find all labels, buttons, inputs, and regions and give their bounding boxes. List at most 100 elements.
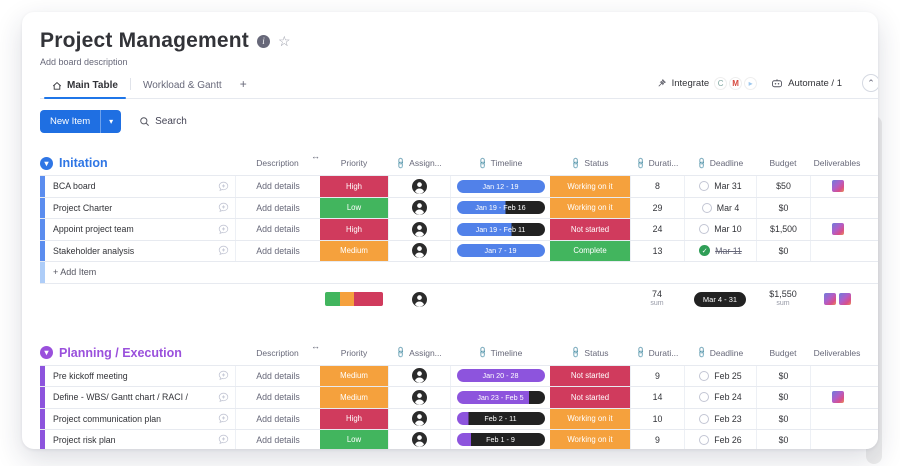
timeline-cell[interactable]: Feb 1 - 9 xyxy=(450,430,550,449)
assignee-cell[interactable] xyxy=(388,240,450,261)
timeline-cell[interactable]: Jan 23 - Feb 5 xyxy=(450,387,550,408)
priority-cell[interactable]: Low xyxy=(320,430,388,449)
duration-cell[interactable]: 9 xyxy=(630,430,684,449)
column-deliverables[interactable]: Deliverables xyxy=(813,347,861,358)
status-cell[interactable]: Not started xyxy=(550,387,630,408)
assignee-cell[interactable] xyxy=(388,197,450,218)
table-row[interactable]: Project communication plan Add details H… xyxy=(40,407,878,429)
deliverables-cell[interactable] xyxy=(810,408,864,429)
column-deadline[interactable]: 🔗 Deadline xyxy=(695,345,744,360)
table-row[interactable]: Project risk plan Add details Low Feb 1 … xyxy=(40,429,878,449)
tab-main-table[interactable]: Main Table xyxy=(40,80,130,99)
duration-cell[interactable]: 29 xyxy=(630,197,684,218)
file-thumbnail[interactable] xyxy=(831,391,844,404)
duration-sum[interactable]: 74 sum xyxy=(650,289,664,308)
deliverables-cell[interactable] xyxy=(810,365,864,386)
new-item-button[interactable]: New Item ▾ xyxy=(40,109,122,133)
column-assignee[interactable]: 🔗 Assign... xyxy=(394,156,442,170)
timeline-pill[interactable]: Jan 20 - 28 xyxy=(456,369,545,383)
description-cell[interactable]: Add details xyxy=(235,219,320,240)
deliverables-cell[interactable] xyxy=(810,430,864,449)
deadline-check-circle[interactable] xyxy=(699,413,710,424)
budget-cell[interactable]: $50 xyxy=(756,176,810,197)
table-row[interactable]: Define - WBS/ Gantt chart / RACI / Add d… xyxy=(40,386,878,408)
file-thumbnail[interactable] xyxy=(838,293,851,305)
integrate-button[interactable]: Integrate C M ▸ xyxy=(656,76,758,90)
assignee-cell[interactable] xyxy=(388,387,450,408)
budget-cell[interactable]: $0 xyxy=(756,197,810,218)
add-update-icon[interactable] xyxy=(218,370,229,381)
deadline-cell[interactable]: Feb 24 xyxy=(684,387,756,408)
table-row[interactable]: Stakeholder analysis Add details Medium … xyxy=(40,239,878,261)
deadline-cell[interactable]: ✓ Mar 11 xyxy=(684,240,756,261)
deadline-check-circle[interactable] xyxy=(699,224,710,235)
item-name[interactable]: Stakeholder analysis xyxy=(53,245,135,256)
deliverables-cell[interactable] xyxy=(810,219,864,240)
add-update-icon[interactable] xyxy=(218,181,229,192)
assignee-cell[interactable] xyxy=(388,219,450,240)
automate-button[interactable]: Automate / 1 xyxy=(771,78,842,89)
column-status[interactable]: 🔗 Status xyxy=(569,345,609,360)
duration-cell[interactable]: 24 xyxy=(630,219,684,240)
description-cell[interactable]: Add details xyxy=(235,430,320,449)
column-assignee[interactable]: 🔗 Assign... xyxy=(394,345,442,360)
column-budget[interactable]: Budget xyxy=(769,347,797,358)
file-thumbnail[interactable] xyxy=(823,293,836,305)
deadline-check-circle[interactable] xyxy=(701,202,712,213)
deliverables-cell[interactable] xyxy=(810,240,864,261)
item-name[interactable]: Appoint project team xyxy=(53,224,134,235)
column-duration[interactable]: 🔗 Durati... xyxy=(633,156,679,170)
column-duration[interactable]: 🔗 Durati... xyxy=(633,345,679,360)
collapse-group-icon[interactable]: ▾ xyxy=(40,346,53,359)
deadline-cell[interactable]: Feb 25 xyxy=(684,365,756,386)
timeline-pill[interactable]: Jan 12 - 19 xyxy=(456,179,545,193)
priority-cell[interactable]: High xyxy=(320,219,388,240)
status-cell[interactable]: Working on it xyxy=(550,176,630,197)
status-cell[interactable]: Working on it xyxy=(550,197,630,218)
budget-cell[interactable]: $0 xyxy=(756,240,810,261)
timeline-pill[interactable]: Jan 23 - Feb 5 xyxy=(456,390,545,404)
column-priority[interactable]: Priority xyxy=(340,347,368,358)
deliverables-cell[interactable] xyxy=(810,176,864,197)
add-update-icon[interactable] xyxy=(218,245,229,256)
priority-cell[interactable]: Medium xyxy=(320,240,388,261)
deadline-done-icon[interactable]: ✓ xyxy=(699,245,711,257)
deliverables-summary[interactable] xyxy=(810,284,864,315)
timeline-pill[interactable]: Jan 7 - 19 xyxy=(456,244,545,258)
priority-summary-cell[interactable] xyxy=(320,284,388,315)
priority-cell[interactable]: High xyxy=(320,408,388,429)
description-cell[interactable]: Add details xyxy=(235,408,320,429)
deadline-cell[interactable]: Feb 23 xyxy=(684,408,756,429)
deadline-check-circle[interactable] xyxy=(699,370,710,381)
board-description[interactable]: Add board description xyxy=(40,57,128,67)
item-name[interactable]: Project Charter xyxy=(53,202,113,213)
file-thumbnail[interactable] xyxy=(831,180,844,193)
deadline-cell[interactable]: Mar 31 xyxy=(684,176,756,197)
status-cell[interactable]: Working on it xyxy=(550,408,630,429)
item-name[interactable]: Pre kickoff meeting xyxy=(53,370,128,381)
budget-cell[interactable]: $0 xyxy=(756,430,810,449)
duration-cell[interactable]: 8 xyxy=(630,176,684,197)
deadline-cell[interactable]: Mar 10 xyxy=(684,219,756,240)
column-description[interactable]: Description xyxy=(256,158,299,168)
group-title[interactable]: ▾ Planning / Execution xyxy=(40,346,235,360)
status-cell[interactable]: Working on it xyxy=(550,430,630,449)
add-update-icon[interactable] xyxy=(218,224,229,235)
budget-cell[interactable]: $1,500 xyxy=(756,219,810,240)
search-input[interactable]: Search xyxy=(139,116,187,127)
add-update-icon[interactable] xyxy=(218,434,229,445)
item-name[interactable]: Project risk plan xyxy=(53,434,116,445)
add-item-button[interactable]: + Add Item xyxy=(53,267,97,278)
budget-sum[interactable]: $1,550 sum xyxy=(769,289,797,308)
timeline-cell[interactable]: Jan 12 - 19 xyxy=(450,176,550,197)
description-cell[interactable]: Add details xyxy=(235,197,320,218)
item-name[interactable]: Define - WBS/ Gantt chart / RACI / xyxy=(53,392,188,403)
column-description[interactable]: Description xyxy=(256,347,299,358)
add-update-icon[interactable] xyxy=(218,413,229,424)
group-title[interactable]: ▾ Initation xyxy=(40,156,235,170)
table-row[interactable]: Project Charter Add details Low Jan 19 -… xyxy=(40,196,878,218)
timeline-cell[interactable]: Jan 7 - 19 xyxy=(450,240,550,261)
timeline-cell[interactable]: Jan 20 - 28 xyxy=(450,365,550,386)
item-name[interactable]: Project communication plan xyxy=(53,413,162,424)
add-update-icon[interactable] xyxy=(218,392,229,403)
